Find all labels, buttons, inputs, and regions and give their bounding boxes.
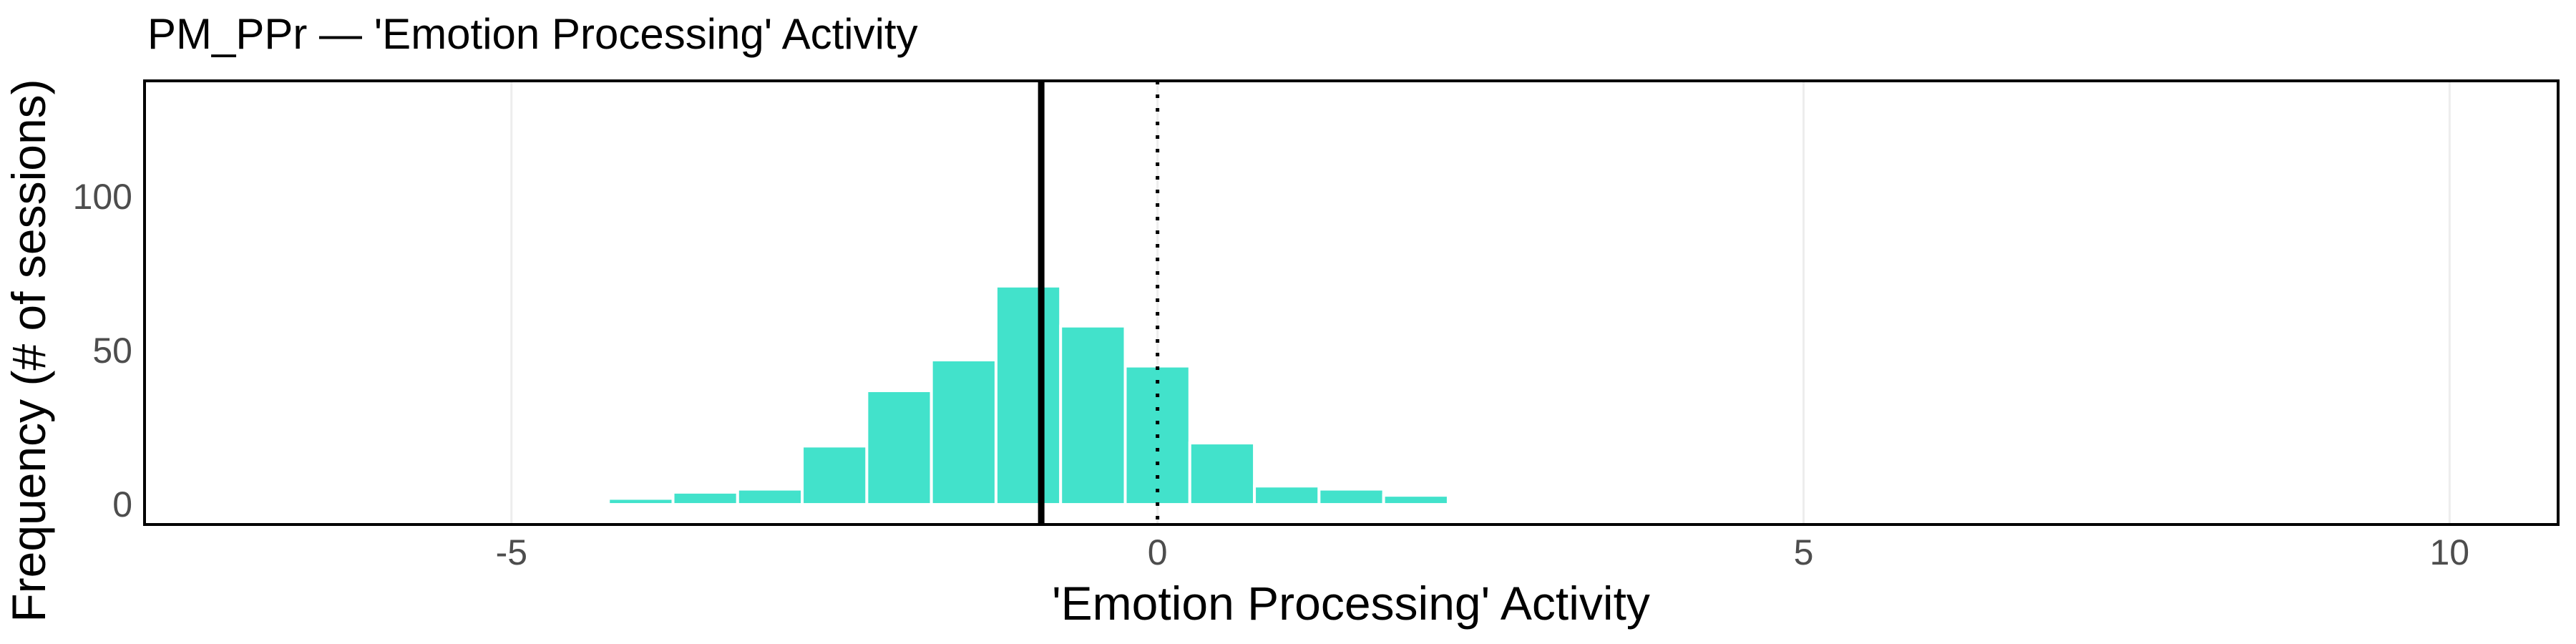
x-tick-label--5: -5 — [495, 532, 528, 572]
histogram-bar — [1253, 484, 1321, 507]
histogram-bar — [801, 444, 869, 507]
x-tick-label-0: 0 — [1147, 532, 1168, 572]
panel-border — [143, 79, 2560, 526]
x-tick-label-5: 5 — [1793, 532, 1814, 572]
histogram-bar — [1382, 494, 1450, 507]
histogram-bar — [1188, 441, 1257, 507]
plot-title: PM_PPr — 'Emotion Processing' Activity — [147, 10, 918, 58]
histogram-bar — [1059, 324, 1127, 507]
histogram-bar — [865, 389, 933, 507]
histogram-bar — [671, 490, 739, 507]
x-axis-title: 'Emotion Processing' Activity — [1052, 577, 1650, 630]
histogram-bar — [1317, 487, 1385, 507]
histogram-bar — [930, 358, 997, 507]
histogram-bar — [607, 497, 675, 507]
y-tick-label-100: 100 — [72, 177, 132, 218]
y-tick-label-0: 0 — [112, 484, 132, 525]
histogram-bar — [736, 487, 804, 507]
x-tick-label-10: 10 — [2429, 532, 2470, 572]
histogram-bar — [994, 284, 1063, 507]
y-tick-label-50: 50 — [92, 331, 132, 371]
